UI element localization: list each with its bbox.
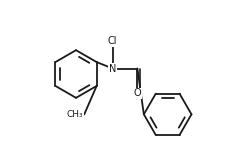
Text: O: O	[133, 88, 141, 98]
Text: N: N	[108, 63, 116, 74]
Text: CH₃: CH₃	[66, 110, 83, 119]
Text: Cl: Cl	[108, 36, 117, 46]
